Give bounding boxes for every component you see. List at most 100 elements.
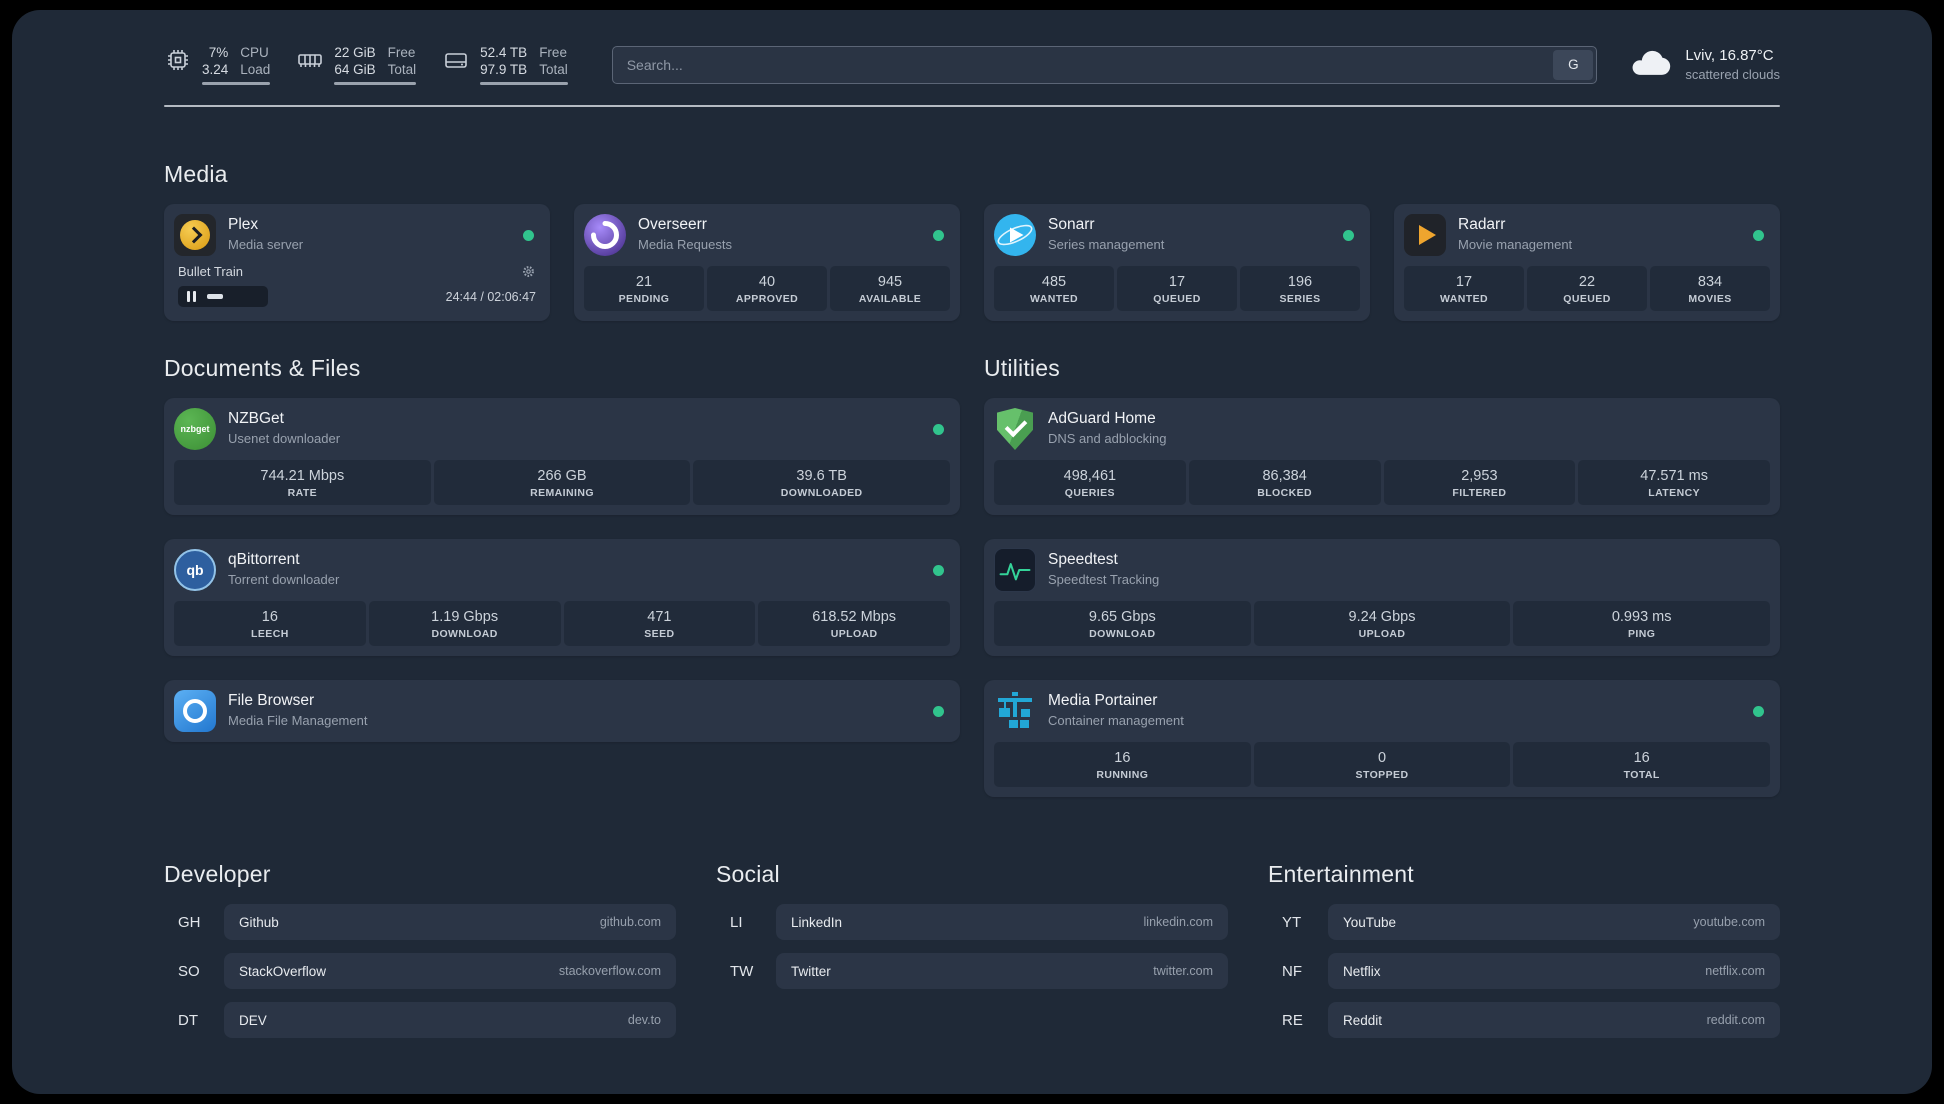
stat-available: 945 AVAILABLE [830, 266, 950, 311]
gear-icon[interactable] [521, 264, 536, 279]
stats-row: 9.65 Gbps DOWNLOAD 9.24 Gbps UPLOAD 0.99… [994, 601, 1771, 646]
overseerr-icon [584, 214, 626, 256]
status-dot [523, 229, 534, 241]
disk-usage-bar [480, 82, 568, 85]
bookmark-link[interactable]: Github github.com [224, 904, 676, 940]
plex-icon [174, 214, 216, 256]
section-title-social: Social [716, 861, 780, 887]
stats-row: 16 RUNNING 0 STOPPED 16 TOTAL [994, 742, 1771, 787]
stat-series: 196 SERIES [1240, 266, 1360, 311]
header-divider [164, 105, 1780, 107]
stat-queries: 498,461 QUERIES [994, 460, 1186, 505]
stats-row: 498,461 QUERIES 86,384 BLOCKED 2,953 FIL… [994, 460, 1770, 505]
bookmark-reddit: RE Reddit reddit.com [1268, 1002, 1780, 1038]
memory-total-label: Total [387, 62, 417, 77]
service-description: DNS and adblocking [1048, 431, 1167, 446]
weather-location: Lviv, 16.87°C [1685, 46, 1774, 64]
service-card-speedtest[interactable]: Speedtest Speedtest Tracking 9.65 Gbps D… [984, 539, 1780, 656]
stats-row: 21 PENDING 40 APPROVED 945 AVAILABLE [584, 266, 950, 311]
stat-download: 1.19 Gbps DOWNLOAD [368, 601, 561, 646]
section-media: Media Plex Media server [164, 161, 1780, 321]
service-card-plex[interactable]: Plex Media server Bullet Train [164, 204, 550, 321]
pause-button[interactable] [178, 286, 268, 307]
stat-pending: 21 PENDING [584, 266, 704, 311]
stat-queued: 17 QUEUED [1117, 266, 1237, 311]
disk-free-label: Free [539, 45, 567, 60]
dashboard: 7% 3.24 CPU Load [12, 10, 1932, 1094]
section-title-media: Media [164, 161, 228, 187]
stat-approved: 40 APPROVED [707, 266, 827, 311]
disk-free-value: 52.4 TB [480, 45, 528, 60]
radarr-icon [1404, 214, 1446, 256]
service-name: qBittorrent [228, 551, 300, 568]
service-card-portainer[interactable]: Media Portainer Container management 16 … [984, 680, 1780, 797]
search-provider-button[interactable]: G [1553, 49, 1594, 80]
stat-total: 16 TOTAL [1513, 742, 1771, 787]
stat-remaining: 266 GB REMAINING [433, 460, 691, 505]
service-card-qbittorrent[interactable]: qb qBittorrent Torrent downloader 16 LEE… [164, 539, 960, 656]
bookmark-link[interactable]: Netflix netflix.com [1328, 953, 1780, 989]
search-input[interactable] [611, 45, 1598, 84]
search-bar: G [611, 45, 1598, 84]
status-dot [933, 423, 944, 435]
stats-row: 17 WANTED 22 QUEUED 834 MOVIES [1404, 266, 1770, 311]
service-card-radarr[interactable]: Radarr Movie management 17 WANTED 22 QUE… [1394, 204, 1780, 321]
service-description: Usenet downloader [228, 431, 341, 446]
status-dot [1753, 705, 1764, 717]
bookmark-abbr: DT [178, 1011, 198, 1029]
status-dot [1753, 229, 1764, 241]
service-card-nzbget[interactable]: nzbget NZBGet Usenet downloader 744.21 M… [164, 398, 960, 515]
section-title-developer: Developer [164, 861, 271, 887]
section-title-entertainment: Entertainment [1268, 861, 1414, 887]
service-description: Torrent downloader [228, 572, 340, 587]
memory-total-value: 64 GiB [334, 62, 376, 77]
weather-condition: scattered clouds [1685, 66, 1780, 82]
bookmark-link[interactable]: Twitter twitter.com [776, 953, 1228, 989]
bookmark-link[interactable]: LinkedIn linkedin.com [776, 904, 1228, 940]
disk-readout: 52.4 TB 97.9 TB Free Total [480, 44, 568, 85]
resource-widget-cpu: 7% 3.24 CPU Load [164, 44, 271, 85]
memory-free-label: Free [387, 45, 416, 60]
service-name: Speedtest [1048, 551, 1118, 568]
stat-wanted: 17 WANTED [1404, 266, 1524, 311]
status-dot [933, 564, 944, 576]
service-card-adguard[interactable]: AdGuard Home DNS and adblocking 498,461 … [984, 398, 1780, 515]
stat-filtered: 2,953 FILTERED [1383, 460, 1576, 505]
portainer-icon [994, 690, 1036, 732]
bookmark-dev: DT DEV dev.to [164, 1002, 676, 1038]
service-card-sonarr[interactable]: Sonarr Series management 485 WANTED 17 Q… [984, 204, 1370, 321]
service-description: Speedtest Tracking [1048, 572, 1160, 587]
bookmark-group-entertainment: Entertainment YT YouTube youtube.com NF … [1268, 861, 1780, 1038]
service-card-filebrowser[interactable]: File Browser Media File Management [164, 680, 960, 742]
cpu-load-value: 3.24 [202, 62, 229, 77]
bookmark-link[interactable]: Reddit reddit.com [1328, 1002, 1780, 1038]
bookmark-youtube: YT YouTube youtube.com [1268, 904, 1780, 940]
stats-row: 744.21 Mbps RATE 266 GB REMAINING 39.6 T… [174, 460, 951, 505]
stats-row: 485 WANTED 17 QUEUED 196 SERIES [994, 266, 1360, 311]
status-dot [933, 229, 944, 241]
section-utilities: Utilities AdGuard Home DNS and adblockin… [984, 355, 1780, 797]
memory-usage-bar [334, 82, 417, 85]
resource-widget-disk: 52.4 TB 97.9 TB Free Total [442, 44, 568, 85]
service-name: File Browser [228, 692, 315, 709]
service-description: Media Requests [638, 237, 732, 252]
memory-free-value: 22 GiB [334, 45, 376, 60]
bookmark-link[interactable]: YouTube youtube.com [1328, 904, 1780, 940]
bookmark-abbr: GH [178, 913, 201, 931]
disk-total-label: Total [539, 62, 568, 77]
cpu-icon [164, 46, 192, 79]
bookmark-stackoverflow: SO StackOverflow stackoverflow.com [164, 953, 676, 989]
stat-rate: 744.21 Mbps RATE [174, 460, 431, 505]
stat-downloaded: 39.6 TB DOWNLOADED [693, 460, 951, 505]
cpu-readout: 7% 3.24 CPU Load [202, 44, 271, 85]
bookmark-abbr: TW [730, 962, 754, 980]
bookmark-abbr: LI [730, 913, 743, 931]
resource-widget-memory: 22 GiB 64 GiB Free Total [296, 44, 417, 85]
bookmark-link[interactable]: StackOverflow stackoverflow.com [224, 953, 676, 989]
bookmark-link[interactable]: DEV dev.to [224, 1002, 676, 1038]
service-card-overseerr[interactable]: Overseerr Media Requests 21 PENDING 40 A… [574, 204, 960, 321]
service-name: Plex [228, 216, 259, 233]
speedtest-icon [994, 548, 1036, 592]
stat-seed: 471 SEED [563, 601, 756, 646]
pause-icon [187, 291, 190, 302]
